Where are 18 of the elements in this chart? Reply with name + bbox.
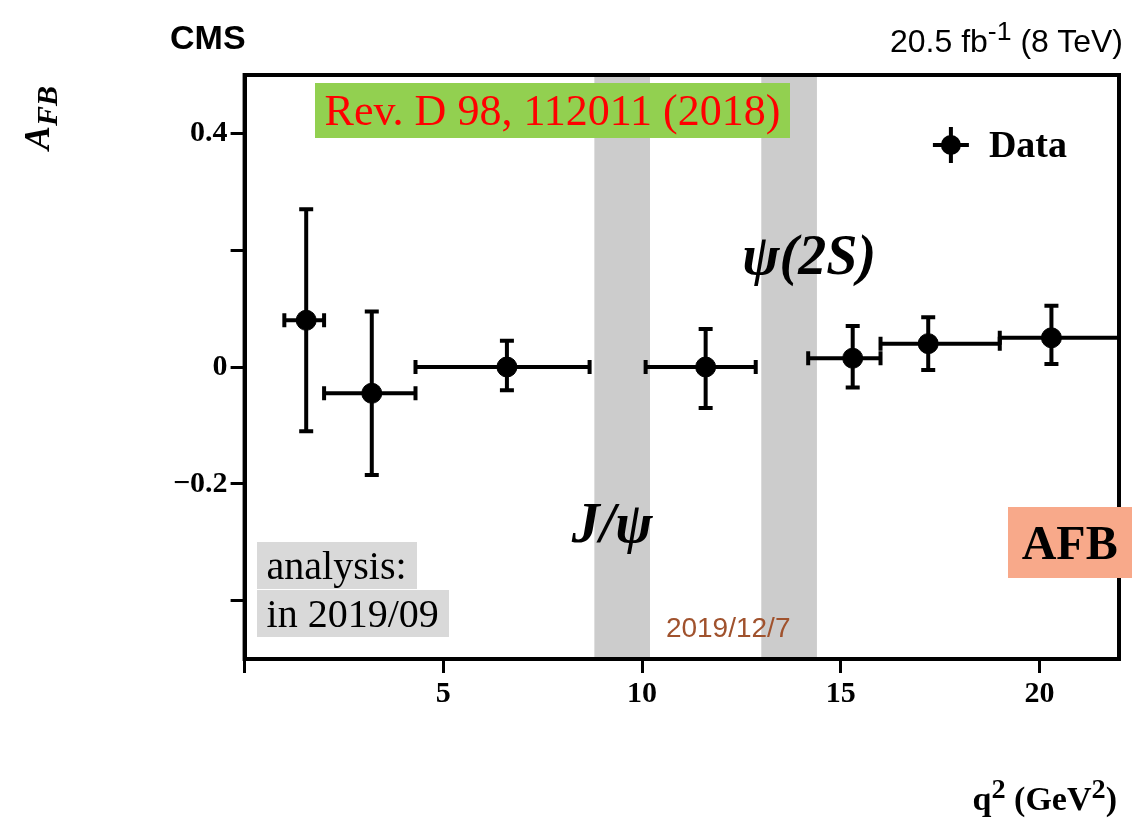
x-tick-label: 10 [627, 674, 658, 708]
annotation: Rev. D 98, 112011 (2018) [314, 83, 791, 138]
annotation: 2019/12/7 [665, 612, 791, 645]
chart-title: CMS [170, 18, 246, 57]
y-tick-label: 0.4 [190, 114, 228, 148]
chart-subtitle: 20.5 fb$^{-1}$ (8 TeV) [889, 16, 1123, 60]
annotation: AFB [1007, 507, 1132, 579]
band-label: ψ(2S) [742, 223, 877, 287]
x-tick-label: 5 [435, 674, 451, 708]
x-tick-label: 15 [825, 674, 856, 708]
x-axis-title: q$^{2}$ (GeV$^{2}$) [972, 772, 1117, 818]
x-tick-label: 20 [1024, 674, 1055, 708]
y-tick-label: 0 [212, 347, 228, 381]
band-label: J/ψ [570, 492, 654, 555]
y-tick-label: −0.2 [172, 464, 228, 498]
legend-label: Data [988, 122, 1068, 165]
annotation: in 2019/09 [256, 590, 449, 638]
annotation: analysis: [256, 542, 417, 590]
